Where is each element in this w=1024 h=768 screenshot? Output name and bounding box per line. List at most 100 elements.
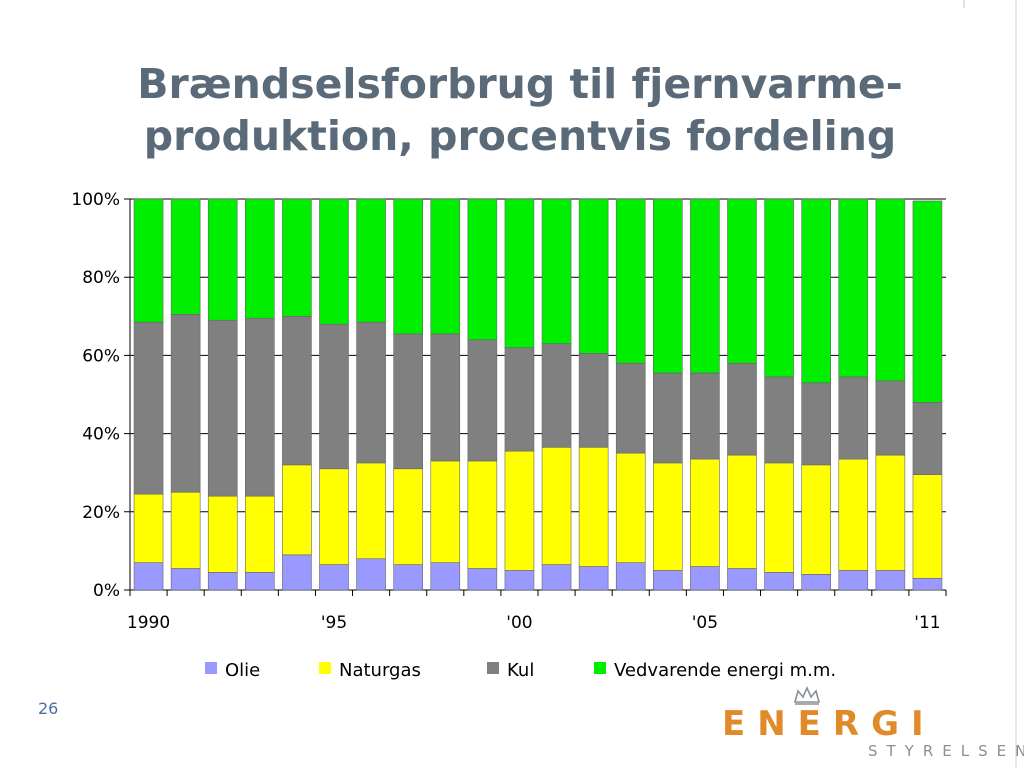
bar-olie-2010 — [875, 570, 906, 591]
y-tick-label: 40% — [82, 425, 120, 445]
bar-kul-1994 — [282, 315, 312, 466]
bar-olie-2007 — [764, 572, 794, 591]
bar-kul-2009 — [838, 376, 869, 460]
bar-vedvarende-energi-m-m-1990 — [133, 198, 164, 323]
bar-kul-2002 — [578, 353, 609, 448]
y-tick-label: 20% — [82, 503, 120, 523]
legend-label-1: Olie — [225, 660, 260, 681]
bar-olie-2009 — [838, 570, 869, 591]
bar-vedvarende-energi-m-m-1998 — [430, 198, 461, 335]
bar-naturgas-1999 — [467, 460, 498, 569]
bar-olie-2000 — [504, 570, 535, 591]
bar-kul-1993 — [245, 317, 275, 497]
legend-label-3: Kul — [507, 660, 534, 681]
bar-kul-2006 — [727, 362, 757, 456]
bar-vedvarende-energi-m-m-2010 — [875, 198, 906, 382]
slide-title-line-1: Brændselsforbrug til fjernvarme- — [137, 60, 903, 108]
bar-naturgas-1992 — [207, 495, 238, 573]
y-tick-label: 60% — [82, 346, 120, 366]
bar-vedvarende-energi-m-m-2005 — [690, 198, 720, 374]
energistyrelsen-logo: ENERGI STYRELSEN — [722, 684, 1024, 768]
bar-kul-2008 — [801, 382, 831, 466]
bar-kul-2011 — [912, 402, 943, 475]
bar-kul-2007 — [764, 376, 794, 464]
bar-kul-1996 — [356, 321, 386, 464]
bar-vedvarende-energi-m-m-1993 — [245, 198, 275, 319]
bar-naturgas-2003 — [615, 452, 646, 563]
bar-kul-1991 — [170, 314, 201, 493]
bar-olie-2008 — [801, 574, 831, 591]
bar-olie-1995 — [319, 564, 349, 591]
bar-kul-1990 — [133, 321, 164, 495]
bar-kul-2004 — [653, 372, 683, 464]
bar-olie-2001 — [541, 564, 572, 591]
bar-kul-1995 — [319, 323, 349, 470]
bar-kul-1997 — [393, 333, 423, 470]
bar-vedvarende-energi-m-m-2003 — [615, 198, 646, 364]
bar-naturgas-1998 — [430, 460, 461, 563]
y-tick-label: 80% — [82, 268, 120, 288]
legend-swatch-3 — [487, 662, 499, 674]
bar-vedvarende-energi-m-m-1992 — [207, 198, 238, 321]
bar-naturgas-2009 — [838, 458, 869, 571]
bar-olie-1991 — [170, 568, 201, 591]
bar-kul-1992 — [207, 319, 238, 497]
legend-swatch-2 — [319, 662, 331, 674]
x-tick-label: '00 — [506, 613, 532, 633]
bar-naturgas-2011 — [912, 474, 943, 579]
bar-naturgas-1993 — [245, 495, 275, 573]
bar-vedvarende-energi-m-m-2000 — [504, 198, 535, 348]
bar-vedvarende-energi-m-m-1994 — [282, 198, 312, 317]
x-tick-label: 1990 — [127, 613, 170, 633]
bar-olie-1990 — [133, 562, 164, 591]
bar-naturgas-2010 — [875, 454, 906, 571]
slide-title-line-2: produktion, procentvis fordeling — [143, 112, 897, 160]
bar-kul-2001 — [541, 343, 572, 448]
legend-swatch-4 — [594, 662, 606, 674]
bar-vedvarende-energi-m-m-1999 — [467, 198, 498, 341]
bar-kul-2010 — [875, 380, 906, 456]
bar-kul-2000 — [504, 347, 535, 452]
bar-vedvarende-energi-m-m-2009 — [838, 198, 869, 378]
bar-vedvarende-energi-m-m-2008 — [801, 198, 831, 384]
bar-olie-2005 — [690, 566, 720, 591]
bar-vedvarende-energi-m-m-1995 — [319, 198, 349, 325]
bar-vedvarende-energi-m-m-2006 — [727, 198, 757, 364]
y-tick-label: 0% — [93, 581, 120, 601]
bar-kul-2003 — [615, 362, 646, 454]
bar-olie-1996 — [356, 558, 386, 591]
bar-olie-2006 — [727, 568, 757, 591]
logo-word: ENERGI — [722, 704, 936, 744]
bar-naturgas-2004 — [653, 462, 683, 571]
bar-vedvarende-energi-m-m-2007 — [764, 198, 794, 378]
x-tick-label: '11 — [914, 613, 940, 633]
bar-vedvarende-energi-m-m-2002 — [578, 198, 609, 354]
bar-vedvarende-energi-m-m-2011 — [912, 200, 943, 403]
crown-icon — [793, 686, 821, 705]
bar-olie-1999 — [467, 568, 498, 591]
logo-subtitle: STYRELSEN — [868, 742, 1024, 760]
bar-olie-1993 — [245, 572, 275, 591]
bar-olie-2003 — [615, 562, 646, 591]
bar-olie-1994 — [282, 554, 312, 591]
bar-naturgas-2007 — [764, 462, 794, 573]
bar-vedvarende-energi-m-m-1997 — [393, 198, 423, 335]
bar-naturgas-1990 — [133, 493, 164, 563]
bar-naturgas-1995 — [319, 468, 349, 565]
bar-naturgas-2001 — [541, 446, 572, 565]
bar-vedvarende-energi-m-m-2001 — [541, 198, 572, 344]
slide-title: Brændselsforbrug til fjernvarme- produkt… — [60, 58, 980, 162]
bar-naturgas-2002 — [578, 446, 609, 567]
legend-label-2: Naturgas — [339, 660, 421, 681]
x-tick-label: '05 — [692, 613, 718, 633]
bar-naturgas-2000 — [504, 450, 535, 571]
bar-kul-1999 — [467, 339, 498, 462]
bar-naturgas-1996 — [356, 462, 386, 560]
bar-naturgas-1994 — [282, 464, 312, 556]
bar-naturgas-2008 — [801, 464, 831, 575]
bar-olie-2004 — [653, 570, 683, 591]
bar-olie-1998 — [430, 562, 461, 591]
bar-vedvarende-energi-m-m-2004 — [653, 198, 683, 374]
bar-naturgas-2005 — [690, 458, 720, 567]
bar-naturgas-1991 — [170, 491, 201, 569]
